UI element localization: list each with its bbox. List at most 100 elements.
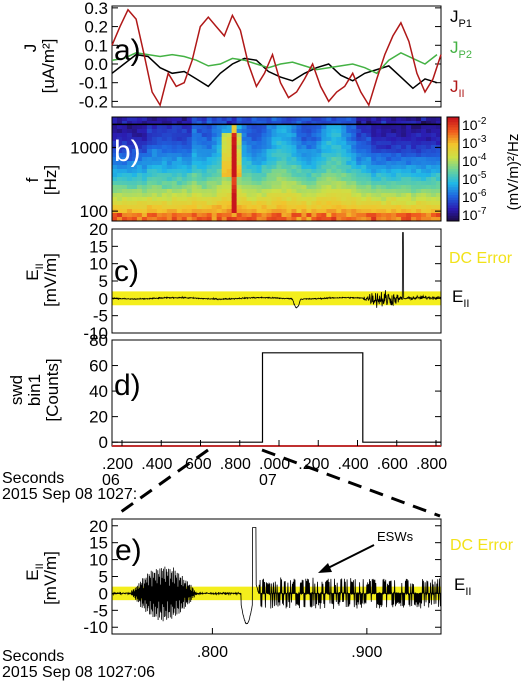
panel-b-cell (206, 117, 213, 122)
panel-b-cell (211, 173, 218, 178)
panel-b-cell (156, 161, 163, 166)
panel-b-cell (161, 189, 168, 194)
panel-b-cell (251, 177, 258, 182)
panel-b-cell (271, 209, 277, 214)
panel-b-cell (141, 217, 148, 222)
panel-b-cell (336, 193, 342, 198)
panel-b-cell (131, 129, 138, 134)
panel-b-cell (371, 141, 377, 146)
panel-b-cell (416, 153, 422, 158)
panel-b-cell (436, 205, 442, 210)
panel-b-cell (236, 201, 243, 206)
panel-b-cell (406, 133, 412, 138)
panel-b-cell (171, 201, 178, 206)
panel-b-cell (296, 161, 302, 166)
panel-b-colorbar-tick-label: 10-3 (462, 134, 487, 151)
panel-b-cell (411, 117, 417, 122)
panel-b-cell (171, 149, 178, 154)
panel-b-cell (256, 165, 263, 170)
panel-b-cell (401, 173, 407, 178)
panel-b-cell (191, 193, 198, 198)
panel-b-colorbar-segment (447, 150, 459, 154)
panel-b-cell (391, 133, 397, 138)
panel-b-cell (116, 213, 123, 218)
panel-b-cell (266, 173, 273, 178)
panel-b-cell (281, 185, 287, 190)
panel-b-cell (316, 157, 322, 162)
panel-b-cell (376, 161, 382, 166)
panel-b-cell (311, 193, 317, 198)
panel-b-cell (286, 137, 292, 142)
panel-b-cell (301, 133, 307, 138)
panel-b-cell (326, 205, 332, 210)
panel-b-cell (156, 129, 163, 134)
panel-b-cell (126, 169, 133, 174)
panel-b-cell (236, 185, 243, 190)
panel-b-cell (286, 149, 292, 154)
panel-b-cell (306, 193, 312, 198)
panel-b-cell (231, 185, 238, 190)
panel-b-cell (301, 197, 307, 202)
panel-b-cell (151, 197, 158, 202)
panel-a-legend-p1: JP1 (450, 7, 472, 30)
panel-b-cell (181, 185, 188, 190)
panel-b-cell (291, 213, 297, 218)
panel-b-cell (276, 137, 282, 142)
panel-b-cell (166, 213, 173, 218)
panel-b-cell (411, 197, 417, 202)
panel-b-cell (406, 137, 412, 142)
panel-b-cell (371, 209, 377, 214)
panel-d-xtick-label: .400 (338, 456, 369, 473)
panel-b-cell (136, 129, 143, 134)
panel-b-cell (316, 149, 322, 154)
panel-b-cell (231, 157, 238, 162)
panel-b-cell (391, 161, 397, 166)
panel-b-cell (281, 173, 287, 178)
panel-b-cell (121, 189, 128, 194)
panel-b-cell (161, 137, 168, 142)
panel-b-cell (366, 133, 372, 138)
panel-e-x-ticks: .800.900 (197, 628, 383, 661)
panel-b-cell (376, 165, 382, 170)
panel-b-cell (186, 189, 193, 194)
panel-b-cell (251, 209, 258, 214)
panel-b-cell (231, 217, 238, 222)
panel-b-cell (396, 117, 402, 122)
panel-b-cell (321, 121, 327, 126)
panel-b-cell (151, 133, 158, 138)
panel-b-cell (141, 141, 148, 146)
panel-b-cell (112, 193, 118, 198)
panel-b-cell (391, 169, 397, 174)
panel-b-cell (266, 125, 273, 130)
panel-b-cell (386, 153, 392, 158)
panel-b-cell (356, 121, 362, 126)
panel-b-cell (416, 121, 422, 126)
panel-b-cell (281, 161, 287, 166)
panel-b-cell (336, 169, 342, 174)
panel-b-cell (271, 197, 277, 202)
panel-b-cell (436, 125, 442, 130)
panel-b-cell (131, 145, 138, 150)
panel-b-cell (206, 137, 213, 142)
panel-b-cell (291, 185, 297, 190)
panel-b-cell (112, 201, 118, 206)
panel-b-cell (296, 145, 302, 150)
panel-b-ytick-label: 100 (80, 202, 108, 221)
panel-b-cell (421, 149, 427, 154)
panel-b-cell (216, 213, 223, 218)
panel-b-cell (381, 161, 387, 166)
panel-b-cell (301, 137, 307, 142)
panel-b-cell (226, 213, 233, 218)
panel-b-cell (256, 189, 263, 194)
panel-b-cell (151, 165, 158, 170)
panel-b-cell (196, 185, 203, 190)
panel-b-cell (336, 125, 342, 130)
panel-b-colorbar: 10-210-310-410-510-610-7(mV/m)²/Hz (446, 116, 522, 223)
panel-b-cell (371, 169, 377, 174)
panel-b-cell (271, 137, 277, 142)
panel-b-cell (266, 177, 273, 182)
panel-b-cell (386, 177, 392, 182)
panel-b-cell (261, 133, 268, 138)
panel-b-cell (436, 217, 442, 222)
